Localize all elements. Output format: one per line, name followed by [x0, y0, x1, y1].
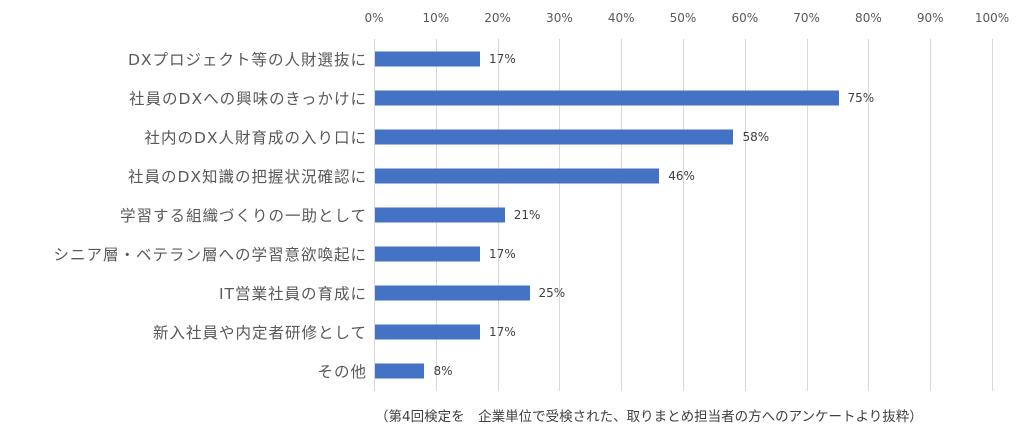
x-tick-label: 70% [793, 11, 820, 25]
value-label: 25% [538, 286, 566, 300]
value-label: 17% [489, 325, 516, 339]
bar [375, 90, 839, 106]
gridline [745, 39, 746, 391]
category-label: 社内のDX人財育成の入り口に [144, 129, 367, 147]
x-tick-label: 0% [364, 11, 384, 25]
x-tick-label: 90% [916, 11, 944, 25]
bar [375, 363, 425, 379]
bar [375, 129, 734, 145]
x-tick-label: 40% [607, 11, 635, 25]
category-label: 学習する組織づくりの一助として [119, 207, 367, 225]
x-tick-label: 20% [484, 11, 511, 25]
category-label: シニア層・ベテラン層への学習意欲喚起に [53, 246, 367, 264]
gridline [621, 39, 622, 391]
bar [375, 207, 505, 223]
bar [375, 246, 481, 262]
x-tick-label: 50% [669, 11, 697, 25]
bar [375, 324, 481, 340]
y-axis-line [374, 39, 375, 391]
x-tick-label: 100% [974, 11, 1010, 25]
bar [375, 285, 530, 301]
value-label: 8% [433, 364, 453, 378]
value-label: 21% [513, 208, 541, 222]
gridline [807, 39, 808, 391]
gridline [683, 39, 684, 391]
gridline [559, 39, 560, 391]
category-label: IT営業社員の育成に [218, 285, 367, 303]
chart-footnote: （第4回検定を 企業単位で受検された、取りまとめ担当者の方へのアンケートより抜粋… [375, 409, 923, 425]
value-label: 75% [847, 91, 875, 105]
x-tick-label: 10% [422, 11, 450, 25]
category-label: 新入社員や内定者研修として [152, 324, 367, 342]
category-label: その他 [317, 363, 367, 381]
gridline [992, 39, 993, 391]
category-label: DXプロジェクト等の人財選抜に [127, 51, 367, 69]
x-tick-label: 80% [855, 11, 882, 25]
gridline [930, 39, 931, 391]
x-tick-label: 30% [546, 11, 573, 25]
category-label: 社員のDXへの興味のきっかけに [129, 90, 367, 108]
category-label: 社員のDX知識の把握状況確認に [127, 168, 367, 186]
bar [375, 168, 660, 184]
value-label: 17% [489, 247, 516, 261]
value-label: 58% [742, 130, 770, 144]
bar [375, 51, 481, 67]
x-tick-label: 60% [731, 11, 759, 25]
value-label: 17% [489, 52, 516, 66]
gridline [868, 39, 869, 391]
value-label: 46% [668, 169, 695, 183]
